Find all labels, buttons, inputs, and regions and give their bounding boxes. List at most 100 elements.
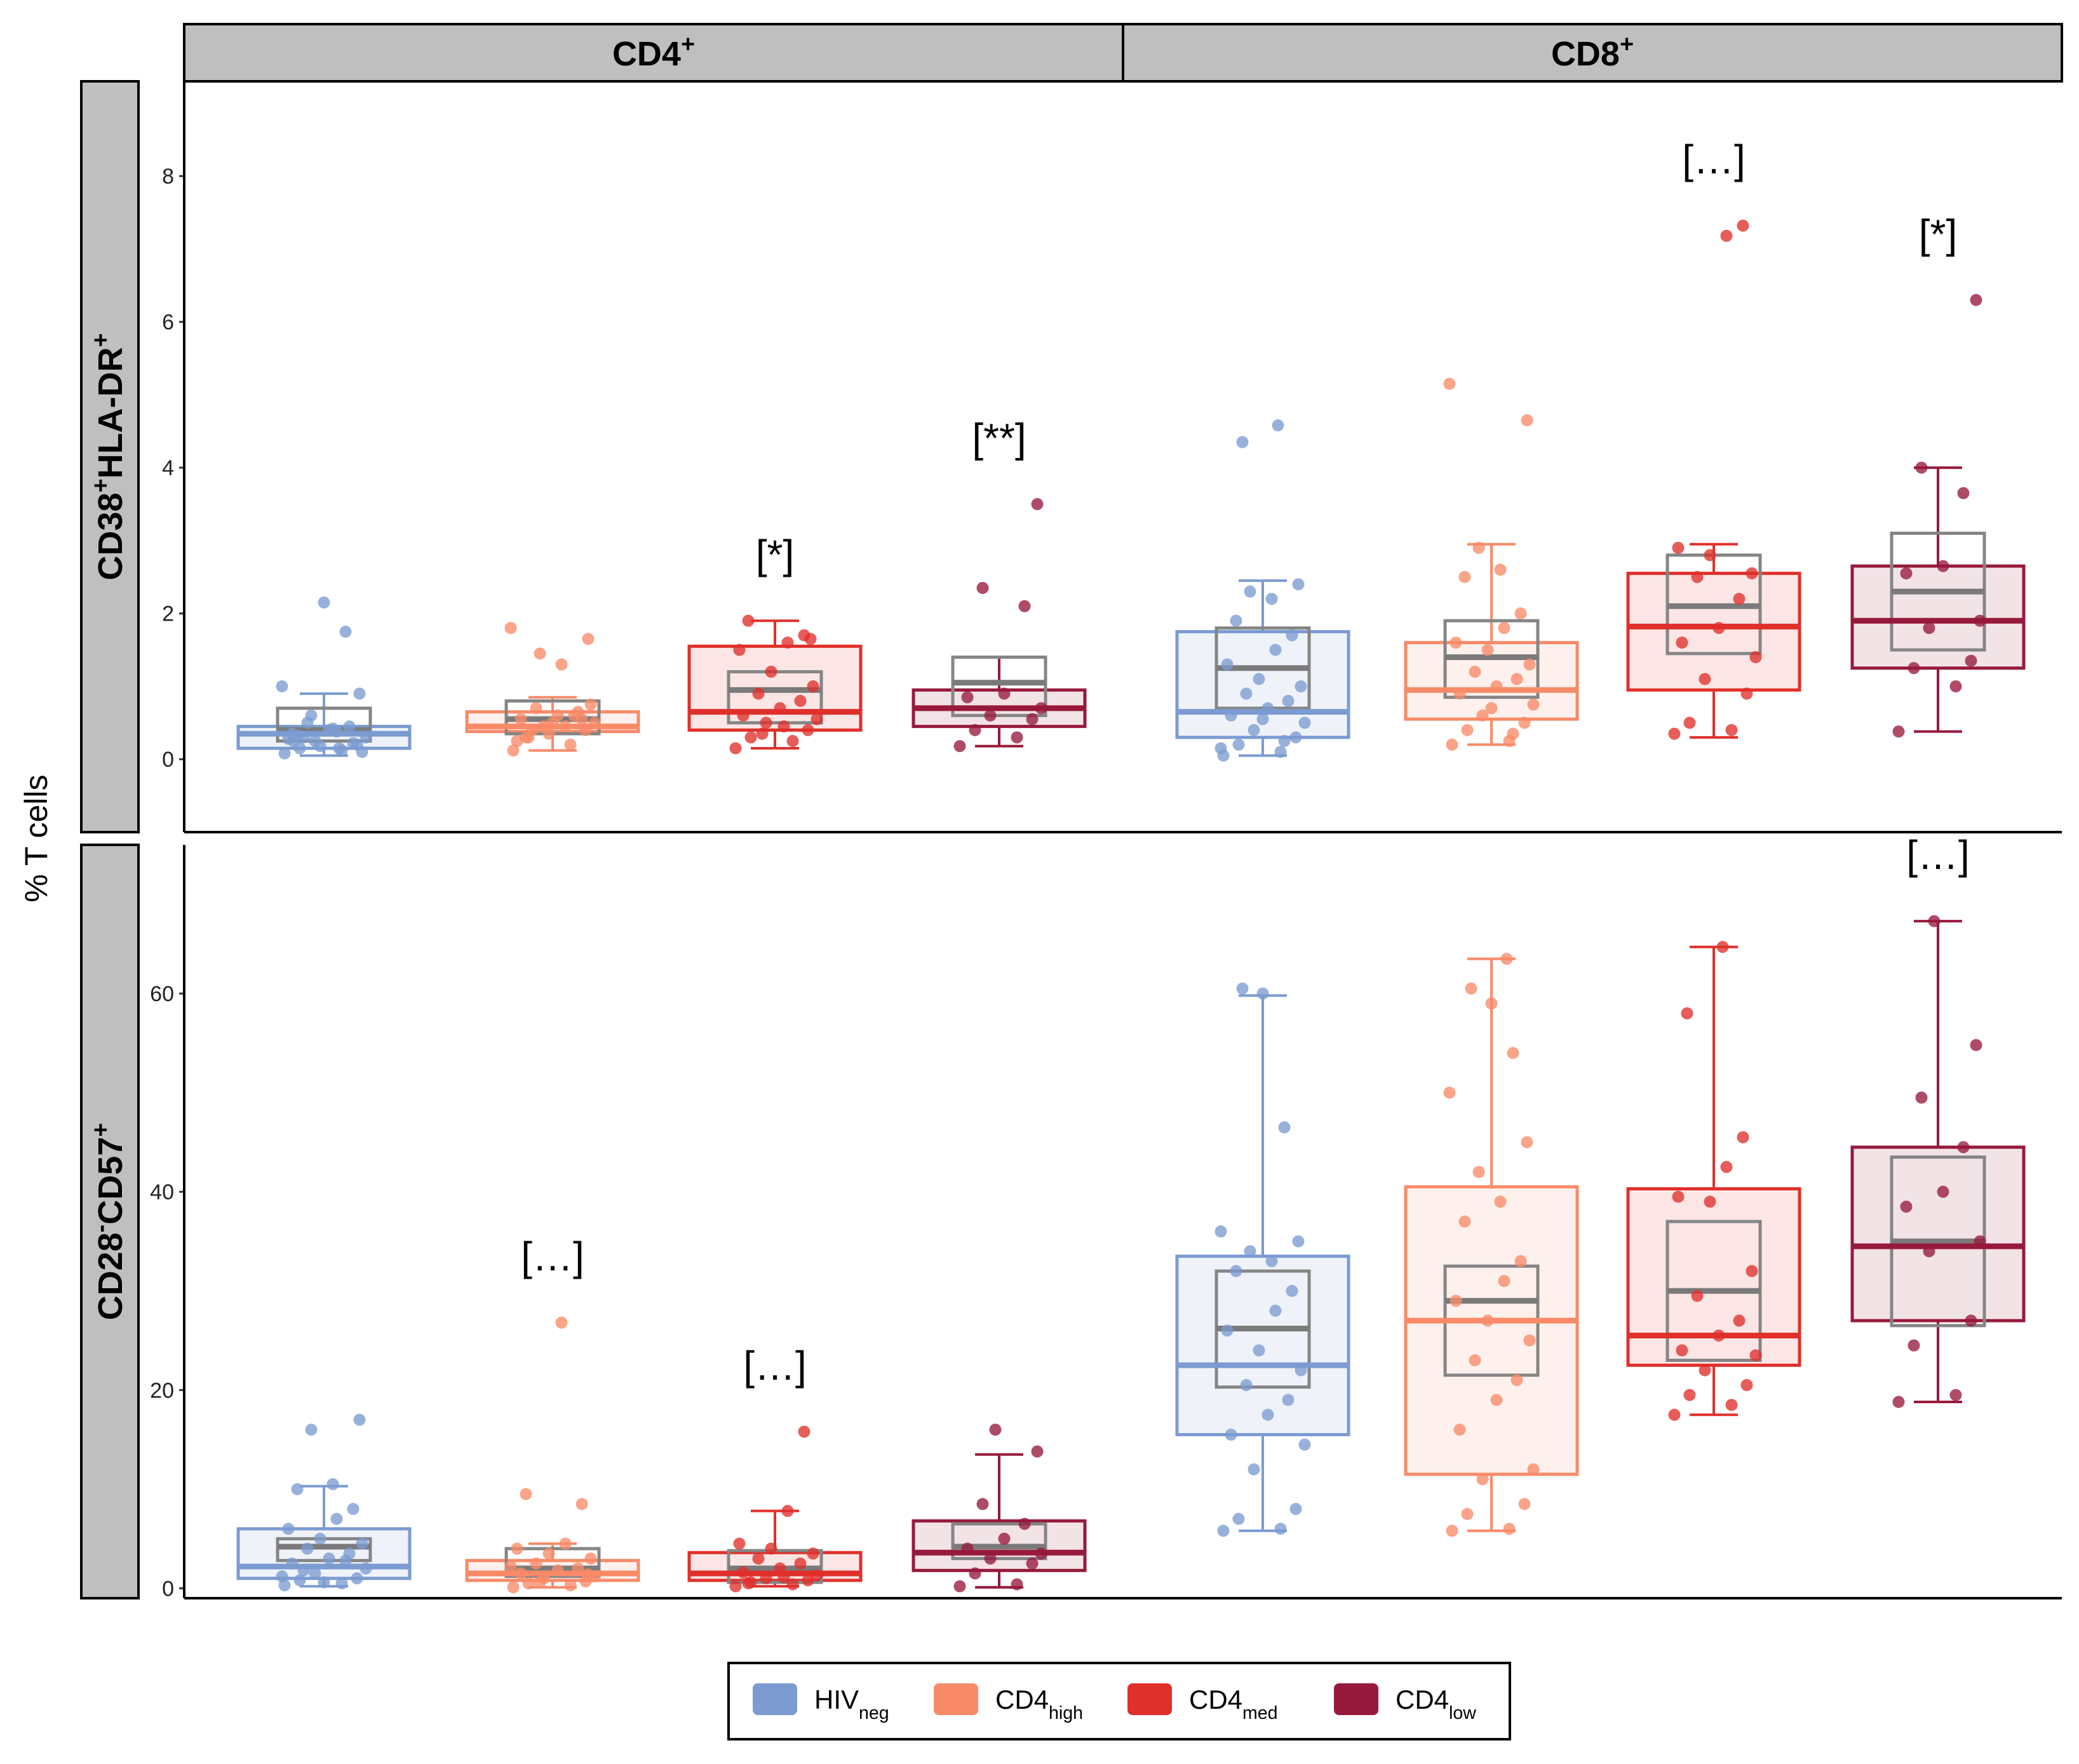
data-point [555, 1316, 568, 1329]
legend-label: CD4high [995, 1685, 1083, 1723]
data-point [1221, 1324, 1234, 1337]
panel: […] [*] [1175, 137, 2026, 762]
data-point [752, 687, 765, 700]
data-point [1672, 541, 1685, 554]
data-point [1286, 629, 1298, 642]
data-point [1265, 593, 1278, 605]
data-point [1214, 742, 1227, 755]
y-tick-label: 4 [162, 456, 174, 480]
data-point [326, 1478, 339, 1491]
legend-box [727, 1662, 1511, 1740]
data-point [1443, 1086, 1456, 1099]
data-point [1253, 1344, 1265, 1357]
box [1626, 1187, 1801, 1367]
data-point [326, 722, 339, 735]
panel: [*] [**] [236, 415, 1087, 760]
data-point [1472, 1166, 1485, 1178]
data-point [333, 742, 346, 755]
data-point [794, 694, 807, 707]
data-point [1668, 727, 1681, 740]
data-point [559, 720, 572, 733]
data-point [1458, 570, 1471, 583]
data-point [356, 1537, 368, 1550]
data-point [1712, 622, 1725, 635]
legend-swatch [934, 1683, 978, 1715]
data-point [1217, 1525, 1230, 1537]
data-point [1965, 1314, 1977, 1327]
box-group [1175, 419, 1350, 762]
data-point [1446, 738, 1458, 751]
data-point [1733, 593, 1746, 605]
data-point [353, 687, 366, 700]
data-point [811, 713, 823, 725]
data-point [584, 1552, 597, 1565]
data-point [969, 724, 981, 736]
data-point [1461, 724, 1474, 736]
data-point [742, 614, 755, 627]
data-point [760, 1572, 772, 1585]
data-point [1494, 563, 1507, 576]
data-point [1465, 982, 1477, 995]
box [1850, 564, 2026, 670]
data-point [1256, 987, 1269, 1000]
data-point [1720, 229, 1733, 242]
panel: […] [1175, 832, 2026, 1537]
y-tick-label: 6 [162, 311, 174, 335]
data-point [765, 666, 777, 678]
data-point [765, 1542, 777, 1555]
data-point [1957, 1141, 1970, 1154]
data-point [1676, 1344, 1688, 1357]
significance-annotation: […] [1906, 832, 1970, 878]
data-point [1970, 293, 1982, 306]
data-point [804, 633, 817, 645]
legend-label: CD4low [1396, 1685, 1476, 1723]
data-point [515, 713, 527, 725]
data-point [1518, 717, 1531, 729]
data-point [1937, 560, 1949, 572]
data-point [1453, 687, 1466, 700]
data-point [1527, 1463, 1540, 1476]
column-strip-label: CD8+ [1551, 31, 1634, 73]
data-point [504, 1560, 517, 1573]
data-point [582, 633, 595, 645]
data-point [1225, 1429, 1237, 1441]
data-point [551, 1564, 564, 1577]
data-point [515, 1567, 527, 1580]
box-group [1175, 982, 1350, 1537]
box-group: [*] [687, 532, 863, 755]
data-point [278, 747, 291, 760]
data-point [1026, 1557, 1039, 1570]
data-point [1699, 1364, 1711, 1377]
data-point [1469, 1354, 1481, 1366]
box-group: […] [465, 1234, 640, 1594]
data-point [507, 744, 520, 757]
data-point [526, 724, 539, 736]
significance-annotation: […] [521, 1234, 584, 1279]
data-point [961, 1542, 974, 1555]
data-point [559, 1537, 572, 1550]
box [1626, 572, 1801, 692]
data-point [953, 1580, 966, 1592]
data-point [534, 647, 546, 660]
data-point [1974, 1235, 1986, 1248]
data-point [297, 1564, 310, 1577]
data-point [555, 658, 568, 671]
data-point [756, 727, 769, 740]
reference-box [276, 706, 372, 743]
y-tick-label: 20 [150, 1378, 174, 1403]
data-point [1035, 1547, 1047, 1560]
data-point [293, 1574, 306, 1587]
chart-panels: 0 2 4 6 8 0 20 40 60 [*] [**] […] [*] […] […] […] [150, 81, 2062, 1601]
data-point [1256, 713, 1269, 725]
data-point [777, 720, 790, 733]
box-group: […] [1626, 137, 1801, 740]
legend-swatch [1127, 1683, 1172, 1715]
data-point [1523, 658, 1536, 671]
data-point [1265, 1255, 1278, 1267]
legend-label: CD4med [1189, 1685, 1278, 1723]
data-point [811, 1569, 823, 1582]
data-point [1481, 1314, 1494, 1327]
data-point [542, 1547, 555, 1560]
data-point [1923, 1245, 1935, 1258]
